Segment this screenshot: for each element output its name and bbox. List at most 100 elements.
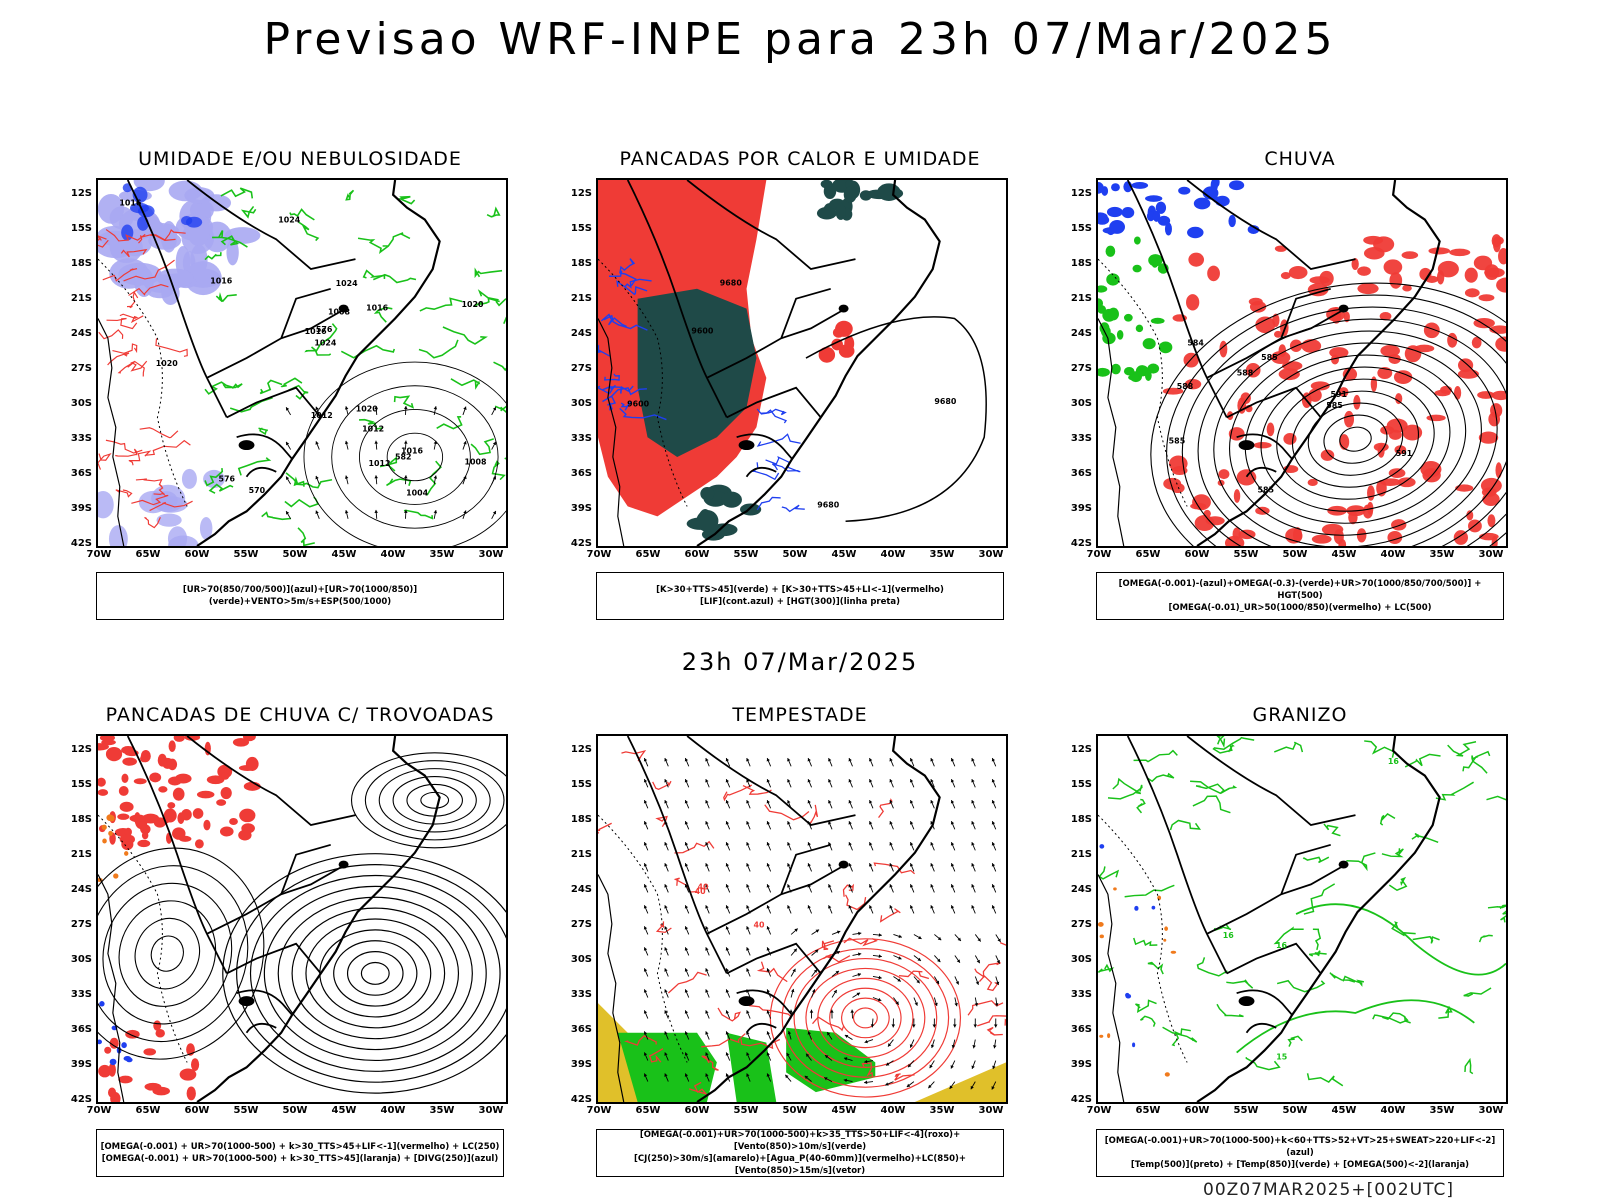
latitude-tick-label: 36S <box>570 1024 592 1035</box>
latitude-tick-label: 18S <box>70 814 92 825</box>
contour-label: 585 <box>1169 436 1186 445</box>
panel-legend: [OMEGA(-0.001)-(azul)+OMEGA(-0.3)-(verde… <box>1096 572 1504 620</box>
longitude-tick-label: 70W <box>586 549 612 560</box>
longitude-tick-label: 35W <box>429 1105 455 1116</box>
legend-line: [OMEGA(-0.001)-(azul)+OMEGA(-0.3)-(verde… <box>1118 579 1482 601</box>
latitude-tick-label: 12S <box>1070 744 1092 755</box>
longitude-tick-label: 30W <box>478 1105 504 1116</box>
latitude-tick-label: 39S <box>70 503 92 514</box>
longitude-tick-label: 35W <box>429 549 455 560</box>
legend-line: [OMEGA(-0.001) + UR>70(1000-500) + k>30_… <box>101 1154 499 1164</box>
latitude-tick-label: 39S <box>70 1059 92 1070</box>
latitude-tick-label: 33S <box>1070 433 1092 444</box>
contour-label: 9600 <box>627 399 650 408</box>
contour-label: 1008 <box>328 307 351 316</box>
latitude-tick-label: 30S <box>570 398 592 409</box>
latitude-tick-label: 42S <box>70 538 92 549</box>
latitude-tick-label: 24S <box>570 328 592 339</box>
latitude-tick-label: 39S <box>1070 1059 1092 1070</box>
longitude-tick-label: 40W <box>380 549 406 560</box>
longitude-tick-label: 60W <box>684 1105 710 1116</box>
longitude-tick-label: 60W <box>684 549 710 560</box>
contour-label: 588 <box>1177 382 1194 391</box>
latitude-tick-label: 30S <box>570 954 592 965</box>
contour-label: 16 <box>1223 931 1235 940</box>
latitude-tick-label: 42S <box>570 538 592 549</box>
latitude-tick-label: 24S <box>570 884 592 895</box>
latitude-tick-label: 42S <box>1070 1094 1092 1105</box>
latitude-tick-label: 21S <box>1070 849 1092 860</box>
weather-map-panel: 40 40 40 <box>596 734 1008 1104</box>
contour-label: 1024 <box>336 279 359 288</box>
latitude-tick-label: 15S <box>1070 223 1092 234</box>
contour-label: 585 <box>1258 485 1275 494</box>
contour-label: 582 <box>395 453 412 462</box>
panel-title: PANCADAS DE CHUVA C/ TROVOADAS <box>105 704 495 726</box>
contour-label: 1020 <box>461 300 484 309</box>
contour-label: 40 <box>698 883 710 892</box>
contour-label: 591 <box>1330 390 1347 399</box>
latitude-tick-label: 36S <box>1070 468 1092 479</box>
longitude-tick-label: 30W <box>1478 549 1504 560</box>
latitude-tick-label: 24S <box>1070 328 1092 339</box>
contour-label: 585 <box>1261 353 1278 362</box>
latitude-tick-label: 33S <box>570 433 592 444</box>
panel-title: GRANIZO <box>1252 704 1348 726</box>
longitude-tick-label: 35W <box>1429 1105 1455 1116</box>
latitude-tick-label: 27S <box>1070 919 1092 930</box>
contour-label: 576 <box>218 474 235 483</box>
longitude-tick-label: 55W <box>233 1105 259 1116</box>
contour-label: 9600 <box>691 326 714 335</box>
longitude-tick-label: 65W <box>1135 1105 1161 1116</box>
weather-map-panel: 16 16 15 16 <box>1096 734 1508 1104</box>
longitude-tick-label: 50W <box>1282 549 1308 560</box>
longitude-tick-label: 55W <box>733 549 759 560</box>
longitude-tick-label: 60W <box>184 549 210 560</box>
latitude-tick-label: 12S <box>70 188 92 199</box>
contour-label: 1012 <box>311 411 333 420</box>
weather-map-svg: 16 16 15 16 <box>1098 736 1506 1102</box>
contour-label: 1024 <box>278 216 301 225</box>
contour-label: 1020 <box>156 359 179 368</box>
run-timestamp: 00Z07MAR2025+[002UTC] <box>1203 1180 1454 1200</box>
longitude-tick-label: 45W <box>831 1105 857 1116</box>
latitude-tick-label: 30S <box>1070 398 1092 409</box>
contour-label: 585 <box>1326 401 1343 410</box>
longitude-tick-label: 40W <box>880 549 906 560</box>
latitude-tick-label: 24S <box>1070 884 1092 895</box>
weather-map-svg: 585 585 588 591 585 584 588 591 585 <box>1098 180 1506 546</box>
longitude-tick-label: 65W <box>1135 549 1161 560</box>
contour-label: 1016 <box>401 446 424 455</box>
longitude-tick-label: 45W <box>331 1105 357 1116</box>
longitude-tick-label: 50W <box>782 549 808 560</box>
contour-label: 16 <box>1388 757 1400 766</box>
panel-title: CHUVA <box>1264 148 1336 170</box>
longitude-tick-label: 65W <box>635 1105 661 1116</box>
latitude-tick-label: 39S <box>570 503 592 514</box>
contour-label: 16 <box>1276 941 1288 950</box>
latitude-tick-label: 27S <box>70 919 92 930</box>
longitude-tick-label: 70W <box>1086 1105 1112 1116</box>
contour-label: 1008 <box>465 457 488 466</box>
legend-line: [OMEGA(-0.01)_UR>50(1000/850)(vermelho) … <box>1168 603 1432 613</box>
weather-map-svg: 1016 1012 1016 1020 1020 1024 1020 1008 1004 1008… <box>98 180 506 546</box>
latitude-tick-label: 42S <box>570 1094 592 1105</box>
weather-map-svg <box>98 736 506 1102</box>
latitude-tick-label: 27S <box>70 363 92 374</box>
contour-label: 570 <box>249 486 266 495</box>
weather-map-panel: 9680 9600 9680 9600 9680 <box>596 178 1008 548</box>
contour-label: 15 <box>1276 1053 1287 1062</box>
contour-label: 9680 <box>817 501 840 510</box>
latitude-tick-label: 15S <box>70 223 92 234</box>
latitude-tick-label: 42S <box>1070 538 1092 549</box>
longitude-tick-label: 50W <box>282 549 308 560</box>
contour-label: 1012 <box>368 459 390 468</box>
longitude-tick-label: 65W <box>135 549 161 560</box>
latitude-tick-label: 24S <box>70 328 92 339</box>
contour-label: 1004 <box>406 489 429 498</box>
latitude-tick-label: 30S <box>1070 954 1092 965</box>
longitude-tick-label: 50W <box>782 1105 808 1116</box>
longitude-tick-label: 45W <box>331 549 357 560</box>
latitude-tick-label: 24S <box>70 884 92 895</box>
forecast-time-label: 23h 07/Mar/2025 <box>681 648 919 676</box>
